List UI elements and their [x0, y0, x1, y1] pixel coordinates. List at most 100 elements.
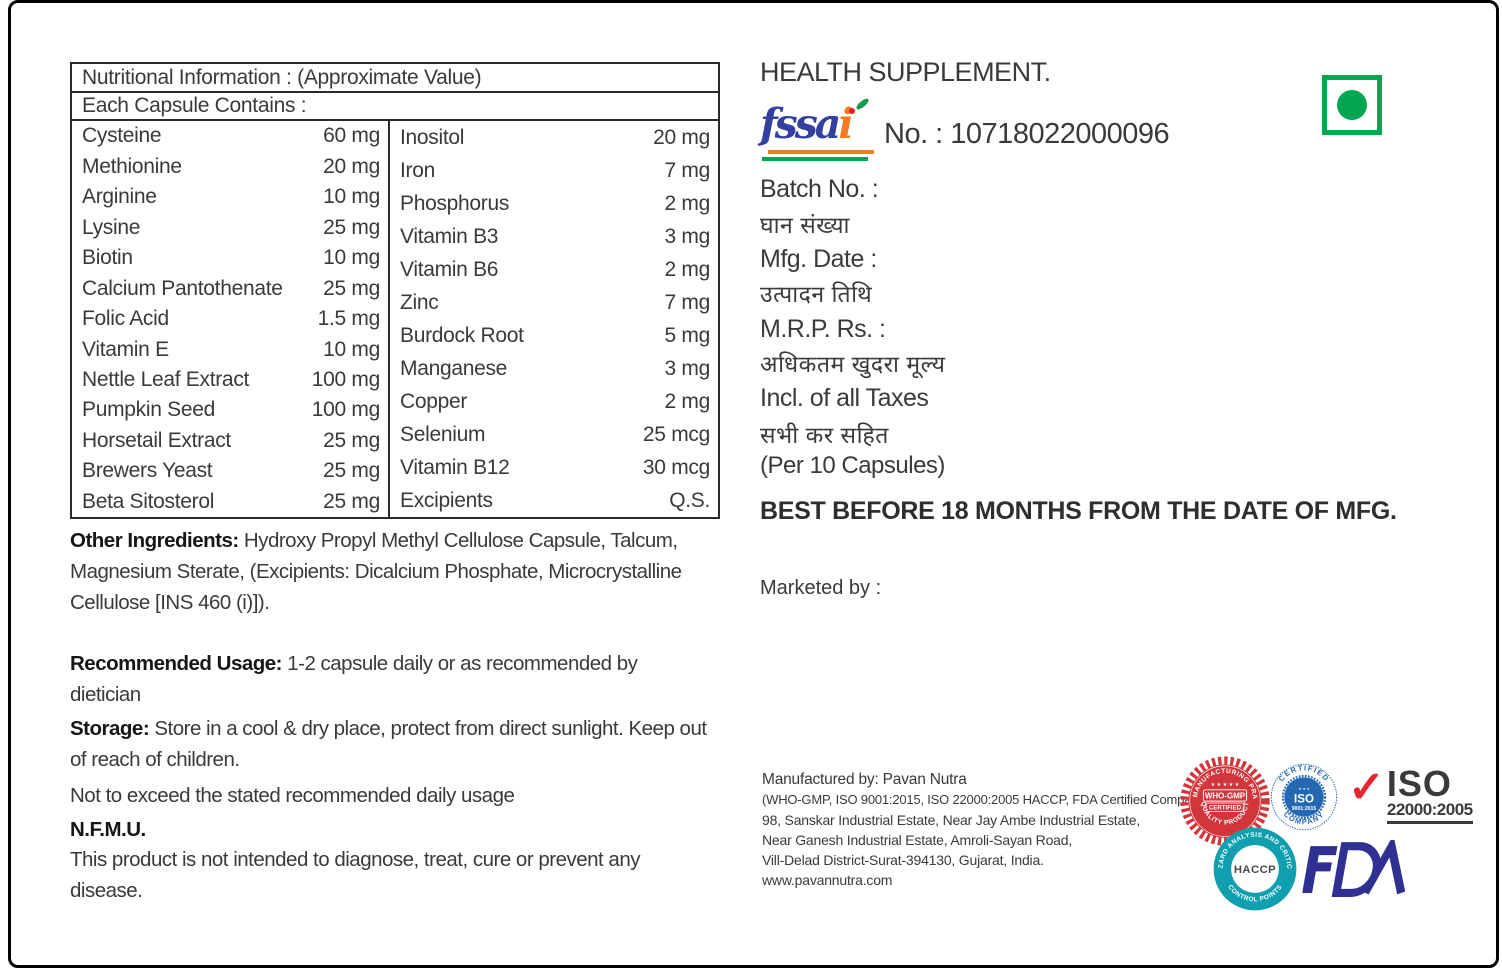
- iso-stars: ★ ★ ★: [1298, 787, 1309, 791]
- best-before-text: BEST BEFORE 18 MONTHS FROM THE DATE OF M…: [760, 497, 1397, 525]
- nutrient-name: Methionine: [82, 154, 182, 178]
- other-ingredients-label: Other Ingredients:: [70, 529, 239, 552]
- storage-text: Store in a cool & dry place, protect fro…: [70, 717, 707, 771]
- vegetarian-mark-icon: [1322, 75, 1382, 135]
- manufacturer-certs: (WHO-GMP, ISO 9001:2015, ISO 22000:2005 …: [762, 792, 1209, 807]
- nutrient-row: Copper 2 mg: [390, 385, 718, 418]
- gmp-sub-text: CERTIFIED: [1209, 805, 1242, 812]
- nutrient-row: Lysine 25 mg: [72, 212, 388, 242]
- table-title: Nutritional Information : (Approximate V…: [72, 64, 718, 93]
- nutrient-row: Vitamin B12 30 mcg: [390, 451, 718, 484]
- nutrient-amount: 10 mg: [323, 185, 380, 209]
- iso-22000-sub: 22000:2005: [1386, 800, 1473, 824]
- manufacturer-website: www.pavannutra.com: [762, 872, 893, 888]
- mrp-label: M.R.P. Rs. :: [760, 315, 886, 343]
- nutrient-amount: 25 mg: [323, 459, 380, 483]
- nutrient-name: Vitamin B6: [400, 257, 499, 281]
- nutrient-name: Manganese: [400, 356, 508, 380]
- nutrient-row: Selenium 25 mcg: [390, 418, 718, 451]
- nutrient-row: Iron 7 mg: [390, 154, 718, 187]
- nutrient-row: Vitamin B3 3 mg: [390, 220, 718, 253]
- nutrient-name: Calcium Pantothenate: [82, 276, 283, 300]
- nutrient-name: Phosphorus: [400, 191, 510, 215]
- nutrient-name: Pumpkin Seed: [82, 398, 215, 422]
- nutrient-amount: 20 mg: [323, 154, 380, 178]
- nutrient-row: Zinc 7 mg: [390, 286, 718, 319]
- recommended-usage-text: 1-2 capsule daily or as recommended by d…: [70, 652, 638, 706]
- nutrient-amount: 3 mg: [664, 356, 711, 380]
- recommended-usage-label: Recommended Usage:: [70, 652, 283, 675]
- storage: Storage: Store in a cool & dry place, pr…: [70, 713, 725, 775]
- table-right-column: Inositol 20 mg Iron 7 mg Phosphorus 2 mg Vi…: [390, 121, 718, 517]
- nutrient-name: Beta Sitosterol: [82, 489, 215, 513]
- iso-22000-badge: ✓ ISO 22000:2005: [1348, 763, 1473, 824]
- taxes-hindi: सभी कर सहित: [760, 422, 889, 448]
- nutrient-amount: 30 mcg: [642, 455, 710, 479]
- fssai-logo: fssai: [760, 96, 876, 166]
- nutrient-amount: 1.5 mg: [317, 307, 381, 331]
- batch-no-hindi: घान संख्या: [760, 212, 851, 238]
- nutrient-row: Vitamin E 10 mg: [72, 334, 388, 364]
- nutrient-amount: 25 mcg: [642, 422, 710, 446]
- nutrient-name: Folic Acid: [82, 307, 169, 331]
- nutrient-row: Pumpkin Seed 100 mg: [72, 395, 388, 425]
- nutrient-row: Cysteine 60 mg: [72, 121, 388, 151]
- table-body: Cysteine 60 mg Methionine 20 mg Arginine 10…: [72, 121, 718, 517]
- fssai-word-orange: i: [838, 100, 853, 148]
- nutrient-row: Horsetail Extract 25 mg: [72, 426, 388, 456]
- per-capsules-text: (Per 10 Capsules): [760, 452, 945, 479]
- nutrient-name: Arginine: [82, 185, 157, 209]
- nutrient-name: Nettle Leaf Extract: [82, 367, 250, 391]
- manufacturer-block: Manufactured by: Pavan Nutra (WHO-GMP, I…: [762, 770, 1209, 890]
- nutrient-amount: 5 mg: [664, 323, 711, 347]
- nutrient-amount: 7 mg: [664, 158, 711, 182]
- nutrient-amount: 2 mg: [664, 191, 711, 215]
- nutrient-amount: 25 mg: [323, 215, 380, 239]
- gmp-main-text: WHO-GMP: [1205, 791, 1246, 800]
- nutrient-name: Brewers Yeast: [82, 459, 213, 483]
- haccp-center-text: HACCP: [1234, 864, 1276, 876]
- vegetarian-dot: [1337, 90, 1367, 120]
- nutrient-amount: 10 mg: [323, 337, 380, 361]
- nutrient-row: Phosphorus 2 mg: [390, 187, 718, 220]
- nutrient-amount: 100 mg: [311, 367, 381, 391]
- nutrient-amount: 25 mg: [323, 489, 380, 513]
- nutrient-amount: 2 mg: [664, 257, 711, 281]
- who-gmp-seal-icon: GOOD MANUFACTURING PRACTICE ★ ★ ★ ★ ★ WH…: [1178, 756, 1270, 846]
- gmp-stars: ★ ★ ★ ★ ★: [1211, 782, 1240, 788]
- nutrient-row: Biotin 10 mg: [72, 243, 388, 273]
- manufacturer-address-3: Vill-Delad District-Surat-394130, Gujara…: [762, 852, 1044, 868]
- nutrient-name: Vitamin B3: [400, 224, 499, 248]
- daily-usage-warning: Not to exceed the stated recommended dai…: [70, 784, 515, 807]
- nutrient-name: Excipients: [400, 488, 493, 512]
- nutrient-row: Manganese 3 mg: [390, 352, 718, 385]
- nutrient-row: Nettle Leaf Extract 100 mg: [72, 365, 388, 395]
- storage-label: Storage:: [70, 717, 150, 740]
- iso-main-text: ISO: [1294, 793, 1314, 805]
- nutrient-name: Vitamin E: [82, 337, 169, 361]
- other-ingredients-text: Hydroxy Propyl Methyl Cellulose Capsule,…: [70, 529, 682, 614]
- nutrient-name: Selenium: [400, 422, 486, 446]
- nutrient-name: Horsetail Extract: [82, 428, 231, 452]
- nutrition-table: Nutritional Information : (Approximate V…: [70, 62, 720, 519]
- page-title: HEALTH SUPPLEMENT.: [760, 57, 1051, 87]
- fda-logo-icon: [1302, 840, 1405, 897]
- nutrient-row: Inositol 20 mg: [390, 121, 718, 154]
- nutrient-amount: 25 mg: [323, 276, 380, 300]
- fssai-orange-underline: [768, 150, 874, 154]
- manufacturer-address-2: Near Ganesh Industrial Estate, Amroli-Sa…: [762, 832, 1073, 848]
- fssai-word-blue: fssa: [760, 100, 841, 148]
- nutrient-amount: 3 mg: [664, 224, 711, 248]
- nutrient-name: Cysteine: [82, 124, 162, 148]
- mrp-hindi: अधिकतम खुदरा मूल्य: [760, 351, 946, 377]
- nutrient-name: Vitamin B12: [400, 455, 510, 479]
- disclaimer-text: This product is not intended to diagnose…: [70, 848, 640, 902]
- fssai-wordmark: fssai: [760, 100, 854, 148]
- other-ingredients: Other Ingredients: Hydroxy Propyl Methyl…: [70, 525, 710, 618]
- table-subtitle: Each Capsule Contains :: [72, 93, 718, 121]
- checkmark-icon: ✓: [1348, 763, 1385, 812]
- manufacturer-address-1: 98, Sanskar Industrial Estate, Near Jay …: [762, 812, 1141, 828]
- nutrient-name: Iron: [400, 158, 435, 182]
- nutrient-row: Methionine 20 mg: [72, 151, 388, 181]
